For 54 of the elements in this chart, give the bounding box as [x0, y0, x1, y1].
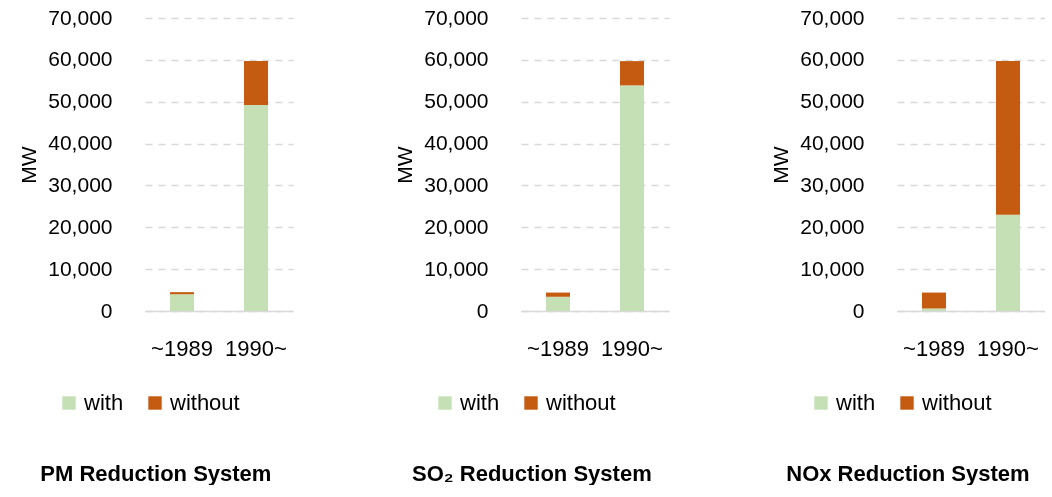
y-axis-title: MW — [769, 146, 793, 184]
bar — [244, 61, 268, 106]
bar — [620, 61, 644, 86]
x-tick-label: 1990~ — [601, 335, 663, 361]
legend-label: without — [545, 390, 616, 415]
y-tick-label: 0 — [476, 298, 489, 322]
y-tick-label: 10,000 — [424, 256, 489, 280]
y-tick-label: 60,000 — [48, 47, 113, 71]
y-tick-label: 20,000 — [48, 214, 113, 238]
y-tick-label: 40,000 — [424, 131, 489, 155]
bar — [922, 292, 946, 309]
y-tick-label: 20,000 — [424, 214, 489, 238]
x-tick-label: 1990~ — [977, 335, 1039, 361]
y-tick-label: 10,000 — [800, 256, 865, 280]
y-tick-label: 60,000 — [800, 47, 865, 71]
text: PM Reduction System — [40, 461, 272, 486]
bar — [996, 214, 1020, 311]
legend-label: with — [83, 390, 124, 415]
y-tick-label: 70,000 — [48, 5, 113, 29]
y-tick-label: 40,000 — [48, 131, 113, 155]
y-axis-title: MW — [393, 146, 417, 184]
y-tick-label: 30,000 — [424, 172, 489, 196]
bar — [620, 85, 644, 311]
y-tick-label: 50,000 — [800, 89, 865, 113]
y-tick-label: 70,000 — [424, 5, 489, 29]
y-tick-label: 40,000 — [800, 131, 865, 155]
x-tick-label: ~1989 — [151, 335, 213, 361]
y-tick-label: 70,000 — [800, 5, 865, 29]
y-axis-title: MW — [17, 146, 41, 184]
bar — [546, 292, 570, 297]
y-tick-label: 60,000 — [424, 47, 489, 71]
y-tick-label: 30,000 — [48, 172, 113, 196]
x-tick-label: 1990~ — [225, 335, 287, 361]
y-tick-label: 0 — [852, 298, 865, 322]
x-tick-label: ~1989 — [527, 335, 589, 361]
bar — [922, 308, 946, 311]
bar — [244, 105, 268, 311]
y-tick-label: 50,000 — [48, 89, 113, 113]
text: SO₂ Reduction System — [412, 461, 652, 486]
y-tick-label: 0 — [100, 298, 113, 322]
text: NOx Reduction System — [786, 461, 1030, 486]
bar — [170, 292, 194, 295]
y-tick-label: 10,000 — [48, 256, 113, 280]
bar — [996, 61, 1020, 215]
legend-label: with — [459, 390, 500, 415]
legend-label: without — [169, 390, 240, 415]
y-tick-label: 30,000 — [800, 172, 865, 196]
x-tick-label: ~1989 — [903, 335, 965, 361]
bar — [170, 294, 194, 311]
legend-label: without — [921, 390, 992, 415]
y-tick-label: 50,000 — [424, 89, 489, 113]
legend-label: with — [835, 390, 876, 415]
y-tick-label: 20,000 — [800, 214, 865, 238]
bar — [546, 296, 570, 311]
